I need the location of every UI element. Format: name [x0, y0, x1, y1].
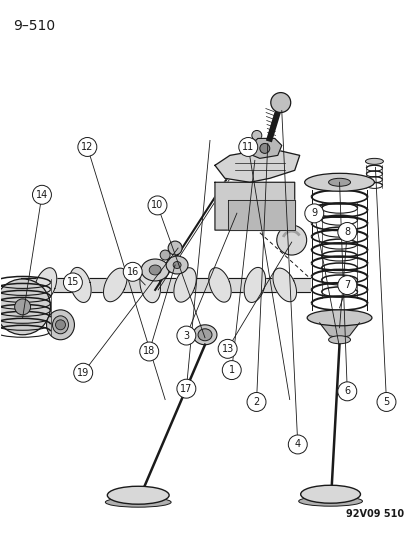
Text: 4: 4 — [294, 439, 300, 449]
Polygon shape — [34, 268, 57, 302]
Polygon shape — [244, 268, 265, 302]
Text: 19: 19 — [77, 368, 89, 378]
Polygon shape — [319, 323, 358, 338]
Polygon shape — [214, 182, 294, 230]
Circle shape — [78, 138, 97, 157]
Ellipse shape — [149, 265, 161, 275]
Polygon shape — [173, 268, 196, 302]
Text: 14: 14 — [36, 190, 48, 200]
Circle shape — [63, 273, 82, 292]
Ellipse shape — [105, 497, 171, 507]
Text: 6: 6 — [343, 386, 349, 397]
Circle shape — [238, 138, 257, 157]
Ellipse shape — [328, 336, 350, 344]
Circle shape — [337, 276, 356, 295]
Circle shape — [337, 222, 356, 241]
Text: 1: 1 — [228, 365, 234, 375]
Text: 7: 7 — [343, 280, 349, 290]
Ellipse shape — [304, 173, 373, 191]
Ellipse shape — [197, 329, 211, 341]
Circle shape — [287, 435, 306, 454]
Circle shape — [304, 204, 323, 223]
Ellipse shape — [365, 158, 382, 164]
Polygon shape — [272, 268, 296, 302]
Circle shape — [74, 364, 93, 382]
Text: 2: 2 — [253, 397, 259, 407]
Polygon shape — [228, 200, 294, 230]
Polygon shape — [208, 268, 230, 302]
Ellipse shape — [298, 496, 362, 506]
Circle shape — [176, 326, 195, 345]
Circle shape — [259, 143, 269, 154]
Text: 8: 8 — [343, 227, 349, 237]
Text: 12: 12 — [81, 142, 93, 152]
Ellipse shape — [173, 262, 180, 269]
Circle shape — [32, 185, 51, 204]
Circle shape — [247, 392, 265, 411]
Polygon shape — [214, 148, 299, 182]
Ellipse shape — [52, 316, 68, 334]
Circle shape — [218, 340, 237, 358]
Text: 15: 15 — [66, 278, 79, 287]
Circle shape — [123, 262, 142, 281]
Polygon shape — [140, 267, 160, 303]
Ellipse shape — [306, 310, 371, 326]
Circle shape — [222, 361, 241, 379]
Ellipse shape — [141, 259, 169, 281]
Circle shape — [270, 93, 290, 112]
Text: 13: 13 — [221, 344, 233, 354]
Text: 9–510: 9–510 — [13, 19, 55, 33]
Polygon shape — [69, 268, 91, 302]
Polygon shape — [247, 139, 281, 158]
Circle shape — [148, 196, 166, 215]
Text: 18: 18 — [143, 346, 155, 357]
Text: 3: 3 — [183, 330, 189, 341]
Circle shape — [55, 320, 65, 330]
Circle shape — [276, 225, 306, 255]
Circle shape — [337, 382, 356, 401]
Ellipse shape — [107, 486, 169, 504]
Circle shape — [160, 250, 170, 260]
Text: 16: 16 — [126, 267, 138, 277]
Text: 17: 17 — [180, 384, 192, 394]
Circle shape — [168, 241, 182, 255]
Ellipse shape — [46, 310, 74, 340]
Text: 5: 5 — [382, 397, 389, 407]
Ellipse shape — [166, 256, 188, 274]
Text: 11: 11 — [242, 142, 254, 152]
Circle shape — [140, 342, 158, 361]
Ellipse shape — [300, 485, 360, 503]
Text: 9: 9 — [311, 208, 317, 219]
Ellipse shape — [192, 325, 216, 345]
Ellipse shape — [328, 179, 350, 186]
Circle shape — [14, 299, 31, 315]
Circle shape — [251, 131, 261, 140]
Circle shape — [0, 279, 50, 335]
Circle shape — [176, 379, 195, 398]
Text: 92V09 510: 92V09 510 — [345, 509, 404, 519]
Polygon shape — [103, 268, 127, 302]
Text: 10: 10 — [151, 200, 163, 211]
Circle shape — [376, 392, 395, 411]
